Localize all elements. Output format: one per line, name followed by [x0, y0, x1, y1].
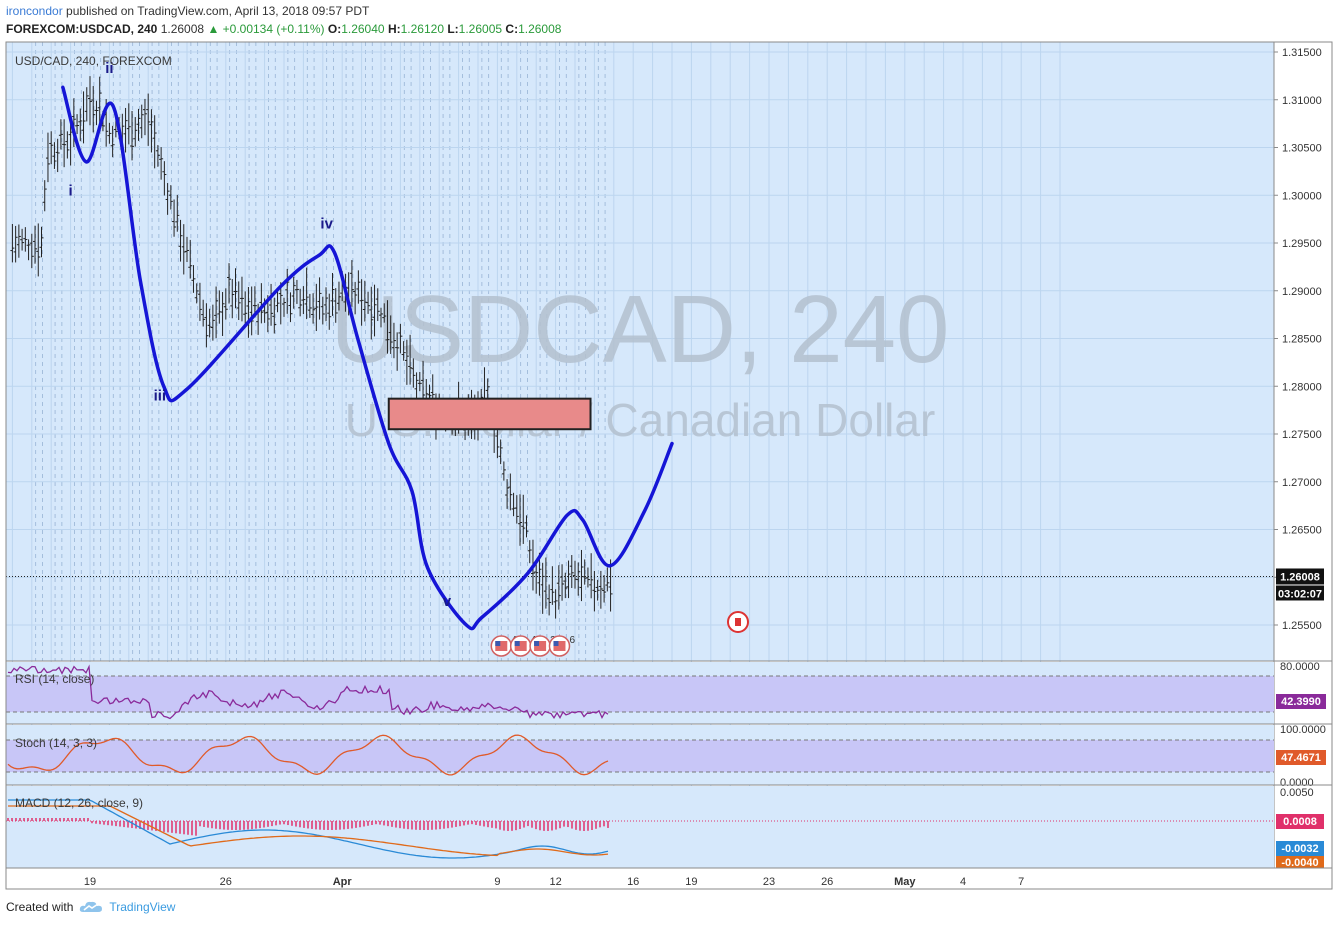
low-value: 1.26005	[458, 22, 503, 36]
x-tick-label: 19	[685, 876, 697, 888]
created-with: Created with	[6, 900, 74, 914]
x-tick-label: 26	[821, 876, 833, 888]
event-count: 6	[569, 635, 575, 646]
open-label: O:	[327, 22, 342, 36]
rsi-value: 42.3990	[1281, 696, 1321, 708]
x-tick-label: 12	[549, 876, 561, 888]
x-tick-label: May	[894, 876, 916, 888]
macd-hist-value: 0.0008	[1283, 816, 1317, 828]
last-price-label: 1.26008	[1280, 571, 1320, 583]
chart-title: USD/CAD, 240, FOREXCOM	[15, 54, 172, 68]
stoch-axis-0: 0.0000	[1280, 777, 1314, 789]
flag-us-stripes	[553, 641, 566, 651]
y-tick-label: 1.28500	[1282, 334, 1322, 346]
stoch-band	[6, 740, 1274, 772]
signal-value: -0.0040	[1281, 857, 1318, 869]
tradingview-cloud-icon	[80, 901, 103, 912]
rsi-axis-80: 80.0000	[1280, 661, 1320, 673]
rsi-label: RSI (14, close)	[15, 672, 94, 686]
publish-line: ironcondor published on TradingView.com,…	[6, 2, 561, 20]
last-price-box	[1276, 568, 1324, 585]
x-tick-label: 9	[494, 876, 500, 888]
y-tick-label: 1.29500	[1282, 238, 1322, 250]
stoch-axis-100: 100.0000	[1280, 724, 1326, 736]
wave-label: iv	[320, 216, 333, 233]
ohlc-line: FOREXCOM:USDCAD, 240 1.26008 ▲ +0.00134 …	[6, 20, 561, 38]
signal-line	[8, 805, 609, 857]
flag-us-stripes	[514, 641, 527, 651]
stoch-value-box	[1276, 750, 1326, 765]
y-tick-label: 1.27000	[1282, 477, 1322, 489]
close-value: 1.26008	[518, 22, 562, 36]
flag-ca-leaf	[735, 618, 741, 626]
publish-info: published on TradingView.com, April 13, …	[66, 4, 370, 18]
stoch-value: 47.4671	[1281, 752, 1321, 764]
wave-label: ii	[105, 60, 113, 77]
chart-header: ironcondor published on TradingView.com,…	[6, 2, 561, 38]
countdown-label: 03:02:07	[1278, 588, 1322, 600]
chart-outline	[5, 41, 1333, 890]
wave-label: iii	[154, 388, 167, 405]
open-value: 1.26040	[341, 22, 385, 36]
price-change: ▲ +0.00134 (+0.11%)	[207, 22, 325, 36]
high-label: H:	[387, 22, 401, 36]
macd-pane-bg	[6, 786, 1274, 868]
rsi-value-box	[1276, 694, 1326, 709]
resistance-zone[interactable]	[387, 397, 592, 431]
x-tick-label: 23	[763, 876, 775, 888]
rsi-line	[7, 664, 609, 720]
low-label: L:	[447, 22, 459, 36]
flag-us-canton	[534, 641, 540, 646]
flag-us-canton	[514, 641, 520, 646]
time-axis-ticks: 19 26 Apr 9 12 16 19 23 26 May 4 7	[84, 876, 1024, 888]
stoch-k-line	[7, 734, 609, 776]
macd-axis-top: 0.0050	[1280, 787, 1314, 799]
high-value: 1.26120	[400, 22, 444, 36]
countdown-box	[1276, 585, 1324, 601]
macd-label: MACD (12, 26, close, 9)	[15, 796, 143, 810]
x-tick-label: 4	[960, 876, 966, 888]
author-link[interactable]: ironcondor	[6, 4, 63, 18]
x-tick-label: Apr	[333, 876, 353, 888]
x-tick-label: 16	[627, 876, 639, 888]
y-tick-label: 1.26500	[1282, 525, 1322, 537]
canada-flag-event[interactable]	[727, 611, 749, 633]
y-tick-label: 1.28000	[1282, 381, 1322, 393]
watermark: USDCAD, 240	[331, 276, 950, 383]
flag-us-canton	[495, 641, 501, 646]
rsi-band	[6, 676, 1274, 712]
close-label: C:	[505, 22, 519, 36]
y-tick-label: 1.30500	[1282, 143, 1322, 155]
wave-labels: iviiiiiiivv	[69, 60, 452, 610]
x-tick-label: 19	[84, 876, 96, 888]
tradingview-link[interactable]: TradingView	[109, 900, 176, 914]
elliott-wave-path	[61, 85, 674, 631]
x-tick-label: 7	[1018, 876, 1024, 888]
macd-value: -0.0032	[1281, 843, 1318, 855]
y-tick-label: 1.31000	[1282, 95, 1322, 107]
wave-label: v	[443, 593, 452, 610]
y-tick-label: 1.27500	[1282, 429, 1322, 441]
macd-hist-box	[1276, 814, 1324, 829]
symbol-label: FOREXCOM:USDCAD, 240	[6, 22, 158, 36]
flag-us-canton	[553, 641, 559, 646]
price-axis-bg[interactable]	[1274, 42, 1332, 868]
flag-us-stripes	[495, 641, 508, 651]
y-tick-label: 1.25500	[1282, 620, 1322, 632]
economic-events[interactable]: 4426	[490, 635, 575, 657]
y-tick-label: 1.30000	[1282, 190, 1322, 202]
stoch-label: Stoch (14, 3, 3)	[15, 736, 97, 750]
macd-value-box	[1276, 841, 1324, 856]
footer: Created with TradingView	[6, 900, 175, 914]
horizontal-grid	[6, 51, 1274, 626]
y-tick-label: 1.29000	[1282, 286, 1322, 298]
time-axis-bg[interactable]	[6, 869, 1274, 889]
wave-label: i	[69, 182, 73, 199]
last-price: 1.26008	[160, 22, 205, 36]
y-tick-label: 1.31500	[1282, 47, 1322, 59]
x-tick-label: 26	[220, 876, 232, 888]
flag-us-stripes	[534, 641, 547, 651]
signal-value-box	[1276, 856, 1324, 868]
